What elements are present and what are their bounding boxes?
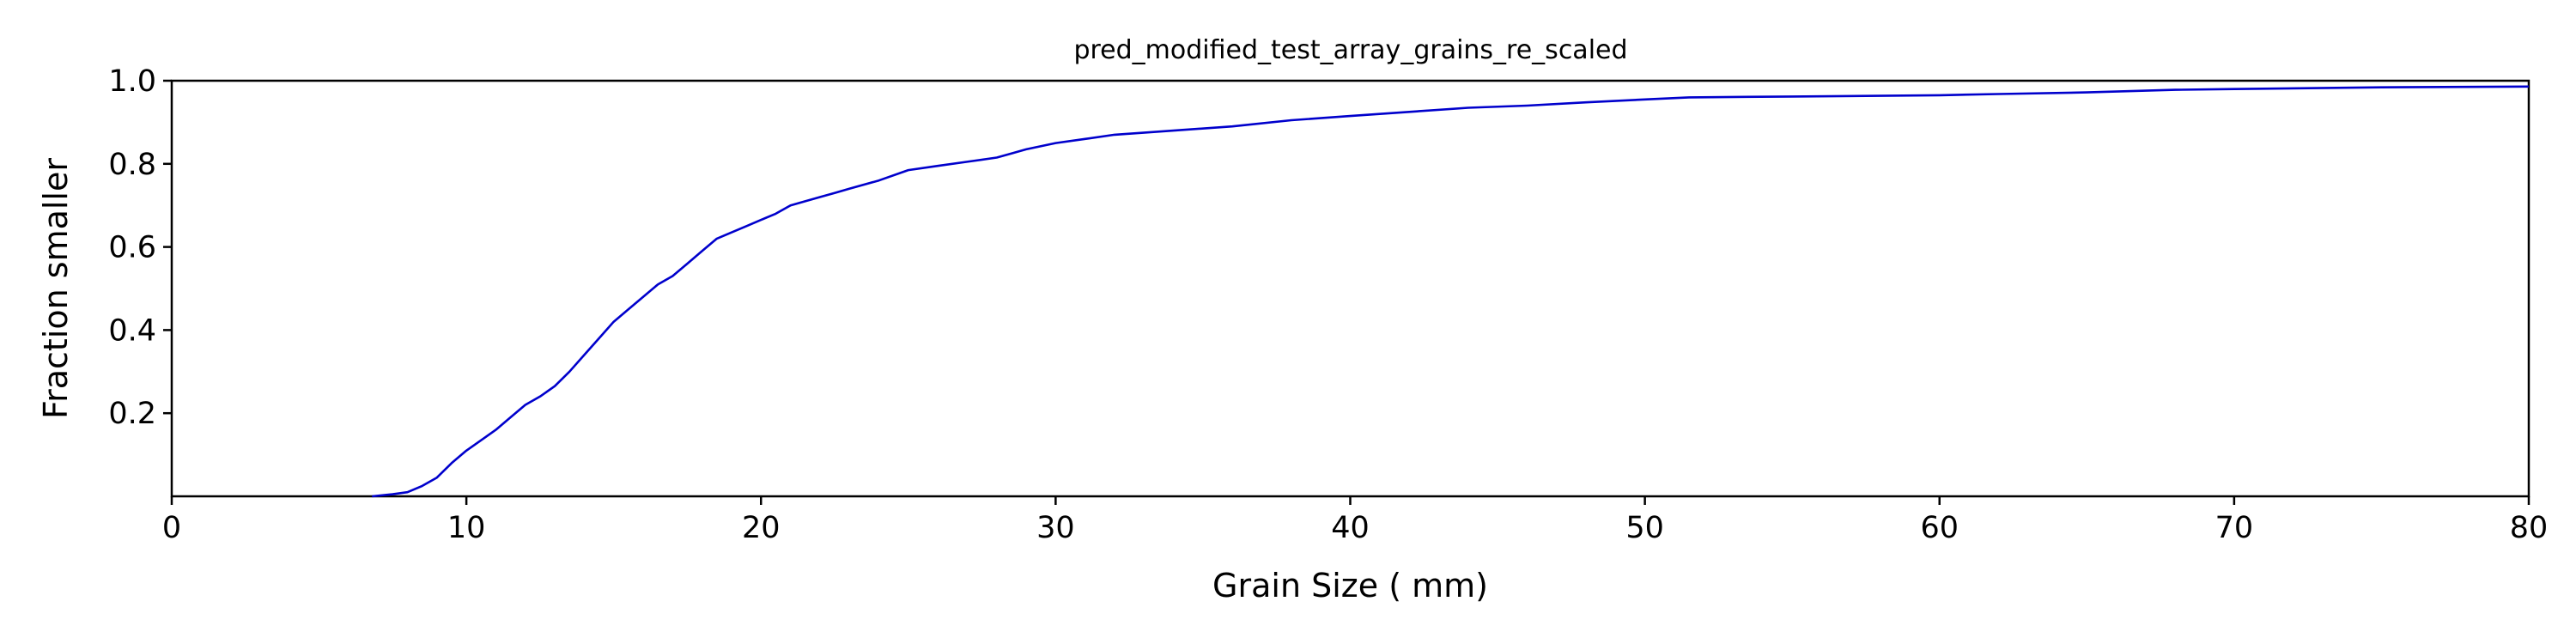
y-axis-ticks: 0.2 0.4 0.6 0.8 1.0	[108, 64, 172, 431]
cumulative-distribution-line	[372, 85, 2530, 498]
y-tick-label: 0.4	[108, 313, 156, 348]
x-tick-label: 70	[2215, 511, 2254, 545]
y-tick-label: 0.8	[108, 148, 156, 182]
chart-title: pred_modified_test_array_grains_re_scale…	[1073, 35, 1627, 65]
y-tick-label: 1.0	[108, 64, 156, 99]
x-axis-ticks: 0 10 20 30 40 50 60 70 80	[162, 496, 2548, 545]
x-tick-label: 0	[162, 511, 181, 545]
x-tick-label: 60	[1920, 511, 1959, 545]
plot-area-frame	[170, 79, 2530, 498]
x-tick-label: 40	[1331, 511, 1370, 545]
y-tick-label: 0.2	[108, 397, 156, 431]
y-tick-label: 0.6	[108, 231, 156, 265]
x-tick-label: 20	[742, 511, 781, 545]
x-tick-label: 10	[447, 511, 486, 545]
x-tick-label: 50	[1625, 511, 1664, 545]
y-axis-label: Fraction smaller	[37, 158, 75, 419]
x-tick-label: 80	[2510, 511, 2549, 545]
x-tick-label: 30	[1036, 511, 1075, 545]
x-axis-label: Grain Size ( mm)	[1212, 567, 1488, 605]
